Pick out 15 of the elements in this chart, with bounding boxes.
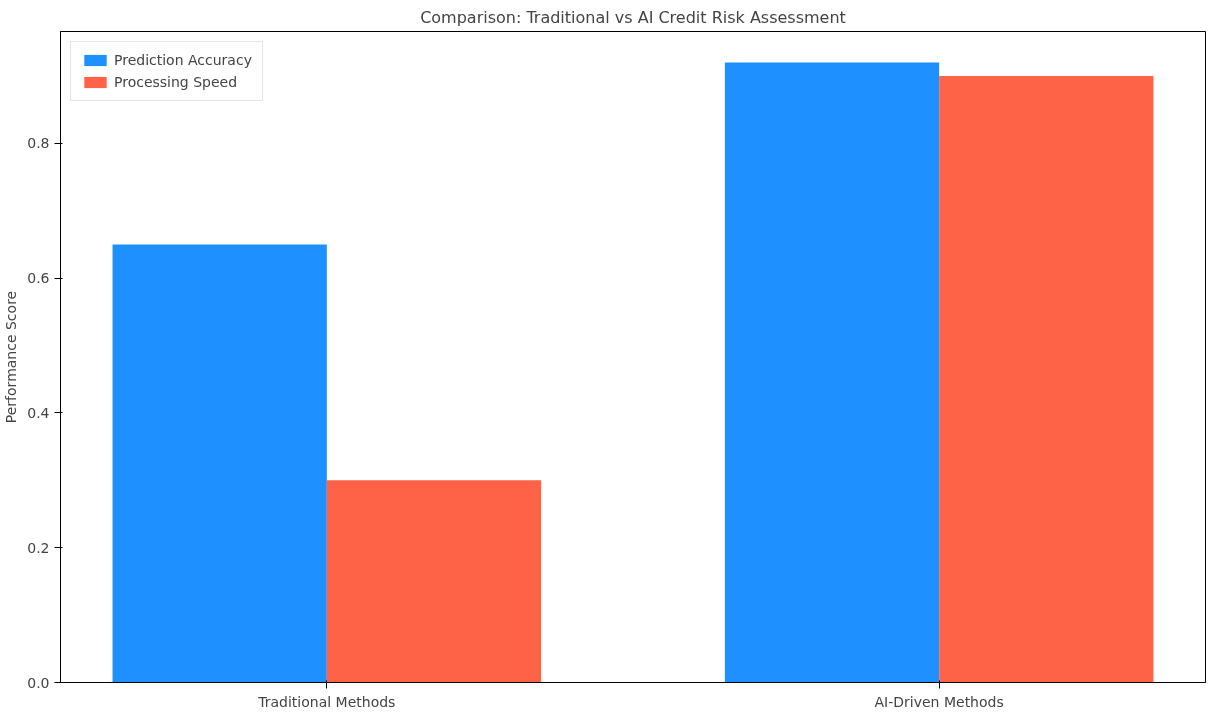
y-tick-label: 0.8 <box>27 135 50 152</box>
bar <box>939 75 1154 683</box>
legend-label: Processing Speed <box>114 74 238 90</box>
y-axis-title: Performance Score <box>3 290 20 424</box>
bar <box>724 62 940 683</box>
x-tick-label: Traditional Methods <box>257 693 396 710</box>
y-tick-label: 0.4 <box>27 404 50 421</box>
y-tick-label: 0.6 <box>27 270 50 287</box>
x-tick-label: AI-Driven Methods <box>874 693 1004 710</box>
bar <box>326 480 542 683</box>
chart-title: Comparison: Traditional vs AI Credit Risk Assessment <box>420 7 846 27</box>
bar <box>112 244 327 683</box>
legend-label: Prediction Accuracy <box>114 52 252 68</box>
y-tick-label: 0.2 <box>27 539 50 556</box>
y-tick-label: 0.0 <box>27 674 50 691</box>
